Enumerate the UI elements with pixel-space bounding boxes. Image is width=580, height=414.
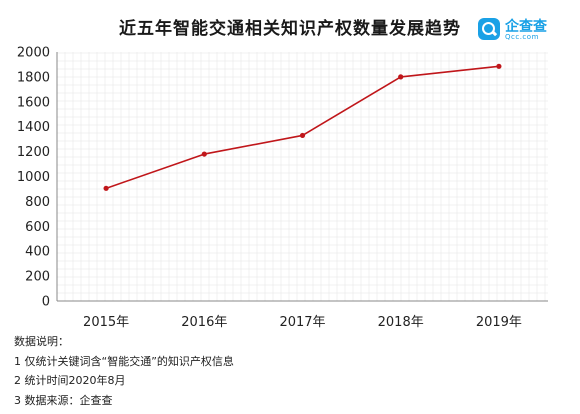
qcc-logo-icon: [478, 18, 500, 40]
x-tick-label: 2017年: [279, 315, 325, 330]
y-tick-label: 1000: [17, 170, 50, 185]
y-tick-label: 0: [42, 295, 50, 310]
y-tick-label: 1400: [17, 120, 50, 135]
y-tick-label: 1800: [17, 70, 50, 85]
qcc-logo: 企查查 Qcc.com: [478, 16, 558, 44]
notes-heading: 数据说明：: [14, 335, 69, 348]
y-tick-label: 600: [25, 220, 50, 235]
data-point: [201, 151, 207, 157]
y-tick-label: 800: [25, 195, 50, 210]
note-line-3: 3 数据来源：企查查: [14, 393, 113, 407]
note-line-1: 1 仅统计关键词含“智能交通”的知识产权信息: [14, 354, 234, 368]
data-point: [398, 74, 404, 80]
y-tick-label: 1600: [17, 95, 50, 110]
x-tick-label: 2015年: [83, 315, 129, 330]
y-tick-label: 400: [25, 245, 50, 260]
chart-title: 近五年智能交通相关知识产权数量发展趋势: [119, 19, 461, 39]
data-point: [299, 132, 306, 139]
data-point: [496, 63, 502, 69]
y-tick-label: 200: [25, 270, 50, 285]
grid: [56, 52, 548, 302]
data-point: [103, 185, 109, 191]
data-notes: 数据说明： 1 仅统计关键词含“智能交通”的知识产权信息 2 统计时间2020年…: [14, 332, 234, 410]
x-tick-label: 2016年: [181, 315, 227, 330]
series-line: [105, 65, 499, 190]
logo-domain: Qcc.com: [505, 33, 539, 41]
y-tick-label: 2000: [17, 46, 50, 61]
y-tick-label: 1200: [17, 145, 50, 160]
x-tick-label: 2018年: [378, 315, 424, 330]
x-tick-label: 2019年: [476, 315, 522, 330]
logo-name: 企查查: [505, 19, 547, 35]
note-line-2: 2 统计时间2020年8月: [14, 374, 126, 387]
